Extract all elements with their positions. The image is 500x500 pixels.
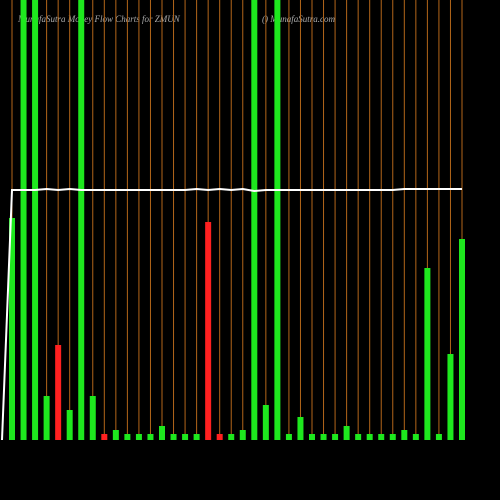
bar bbox=[43, 396, 50, 440]
bar bbox=[459, 239, 465, 440]
bar bbox=[9, 218, 15, 440]
bar bbox=[435, 434, 442, 440]
bar bbox=[274, 0, 281, 440]
bar bbox=[332, 434, 339, 440]
bar bbox=[32, 0, 39, 440]
bar bbox=[285, 434, 292, 440]
bar bbox=[101, 434, 108, 440]
bar bbox=[389, 434, 396, 440]
bar bbox=[401, 430, 408, 440]
bar bbox=[251, 0, 258, 440]
bar bbox=[55, 345, 62, 440]
bar bbox=[20, 0, 27, 440]
bar bbox=[366, 434, 373, 440]
bar bbox=[239, 430, 246, 440]
bar bbox=[205, 222, 212, 440]
flow-line bbox=[1, 187, 462, 441]
site-name: () MunafaSutra.com bbox=[262, 14, 335, 24]
bar bbox=[228, 434, 235, 440]
bar bbox=[182, 434, 189, 440]
bar bbox=[193, 434, 200, 440]
bar bbox=[378, 434, 385, 440]
bar bbox=[135, 434, 142, 440]
bar bbox=[147, 434, 154, 440]
bar bbox=[320, 434, 327, 440]
bar bbox=[124, 434, 131, 440]
bar bbox=[297, 417, 304, 440]
bar bbox=[78, 0, 85, 440]
bar bbox=[309, 434, 315, 440]
bar bbox=[262, 405, 269, 440]
bar bbox=[112, 430, 119, 440]
bar bbox=[89, 396, 96, 440]
bar bbox=[66, 410, 73, 440]
bar bbox=[343, 426, 350, 440]
bar bbox=[447, 354, 454, 440]
bar bbox=[159, 426, 165, 440]
bar bbox=[424, 268, 431, 440]
bar bbox=[412, 434, 419, 440]
bar bbox=[355, 434, 362, 440]
bar bbox=[170, 434, 177, 440]
bar bbox=[216, 434, 223, 440]
chart-title: MunafaSutra Money Flow Charts for ZMUN bbox=[17, 14, 181, 24]
